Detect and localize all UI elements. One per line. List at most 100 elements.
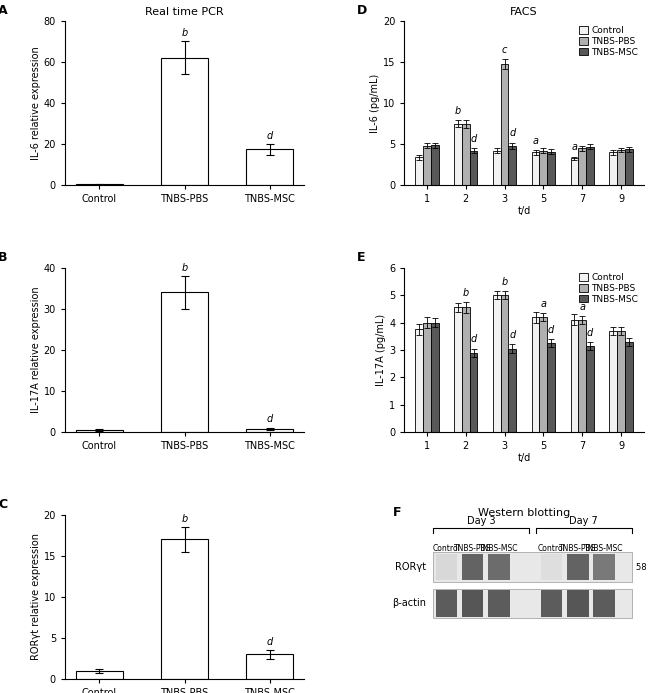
- Bar: [462, 123, 470, 185]
- Bar: [470, 353, 477, 432]
- Text: E: E: [357, 251, 365, 264]
- Bar: [508, 349, 516, 432]
- Bar: [76, 184, 123, 185]
- Bar: [436, 554, 457, 580]
- Bar: [593, 590, 615, 617]
- Text: d: d: [548, 325, 554, 335]
- Bar: [433, 588, 632, 618]
- Text: c: c: [502, 45, 507, 55]
- Text: Day 3: Day 3: [467, 516, 495, 526]
- Text: a: a: [579, 301, 585, 312]
- Bar: [586, 346, 594, 432]
- Bar: [532, 317, 539, 432]
- Bar: [462, 308, 470, 432]
- Bar: [508, 146, 516, 185]
- Bar: [433, 552, 632, 582]
- Bar: [578, 148, 586, 185]
- Bar: [431, 322, 439, 432]
- Text: D: D: [357, 4, 367, 17]
- Text: TNBS-PBS: TNBS-PBS: [454, 544, 491, 553]
- Text: d: d: [266, 414, 273, 424]
- Bar: [436, 590, 457, 617]
- Title: Real time PCR: Real time PCR: [145, 7, 224, 17]
- Text: b: b: [501, 277, 508, 287]
- Text: TNBS-MSC: TNBS-MSC: [584, 544, 624, 553]
- Y-axis label: IL-6 relative expression: IL-6 relative expression: [31, 46, 41, 160]
- Bar: [462, 590, 484, 617]
- Bar: [161, 292, 208, 432]
- Text: d: d: [266, 131, 273, 141]
- Bar: [462, 554, 484, 580]
- Bar: [500, 295, 508, 432]
- Text: a: a: [540, 299, 547, 309]
- Bar: [488, 554, 510, 580]
- Legend: Control, TNBS-PBS, TNBS-MSC: Control, TNBS-PBS, TNBS-MSC: [578, 26, 639, 58]
- Bar: [540, 317, 547, 432]
- Text: a: a: [532, 136, 539, 146]
- Bar: [161, 58, 208, 185]
- Text: 58 kDa: 58 kDa: [636, 563, 650, 572]
- Bar: [547, 343, 555, 432]
- X-axis label: t/d: t/d: [517, 453, 530, 463]
- Y-axis label: IL-6 (pg/mL): IL-6 (pg/mL): [370, 73, 380, 132]
- Text: d: d: [509, 128, 515, 139]
- Bar: [454, 308, 462, 432]
- Bar: [488, 590, 510, 617]
- Bar: [571, 158, 578, 185]
- Text: b: b: [181, 28, 188, 38]
- Bar: [493, 151, 500, 185]
- Text: C: C: [0, 498, 7, 511]
- Bar: [571, 319, 578, 432]
- Bar: [625, 342, 632, 432]
- Bar: [540, 151, 547, 185]
- Text: d: d: [587, 328, 593, 337]
- Text: Control: Control: [432, 544, 460, 553]
- Text: TNBS-MSC: TNBS-MSC: [479, 544, 519, 553]
- Text: d: d: [471, 335, 476, 344]
- Text: d: d: [509, 331, 515, 340]
- Bar: [567, 590, 588, 617]
- Bar: [470, 151, 477, 185]
- Text: b: b: [181, 263, 188, 272]
- Bar: [593, 554, 615, 580]
- Text: TNBS-PBS: TNBS-PBS: [559, 544, 597, 553]
- Bar: [246, 429, 293, 432]
- Bar: [246, 654, 293, 679]
- Bar: [609, 331, 617, 432]
- Bar: [246, 150, 293, 185]
- Bar: [532, 152, 539, 185]
- Bar: [567, 554, 588, 580]
- Title: FACS: FACS: [510, 7, 538, 17]
- X-axis label: t/d: t/d: [517, 206, 530, 216]
- Text: Control: Control: [538, 544, 566, 553]
- Bar: [500, 64, 508, 185]
- Text: β-actin: β-actin: [392, 599, 426, 608]
- Bar: [547, 152, 555, 185]
- Bar: [454, 123, 462, 185]
- Y-axis label: RORγt relative expression: RORγt relative expression: [31, 534, 41, 660]
- Bar: [617, 150, 625, 185]
- Text: b: b: [463, 288, 469, 298]
- Bar: [541, 590, 562, 617]
- Bar: [76, 671, 123, 679]
- Bar: [541, 554, 562, 580]
- Text: B: B: [0, 251, 8, 264]
- Bar: [609, 152, 617, 185]
- Bar: [586, 147, 594, 185]
- Text: b: b: [455, 106, 461, 116]
- Bar: [415, 157, 423, 185]
- Text: Western blotting: Western blotting: [478, 508, 570, 518]
- Text: b: b: [181, 514, 188, 524]
- Text: d: d: [266, 637, 273, 647]
- Bar: [76, 430, 123, 432]
- Text: RORγt: RORγt: [395, 562, 426, 572]
- Bar: [423, 146, 431, 185]
- Bar: [625, 149, 632, 185]
- Bar: [617, 331, 625, 432]
- Bar: [493, 295, 500, 432]
- Bar: [423, 322, 431, 432]
- Text: d: d: [471, 134, 476, 144]
- Bar: [431, 145, 439, 185]
- Y-axis label: IL-17A (pg/mL): IL-17A (pg/mL): [376, 314, 386, 386]
- Text: a: a: [571, 143, 577, 152]
